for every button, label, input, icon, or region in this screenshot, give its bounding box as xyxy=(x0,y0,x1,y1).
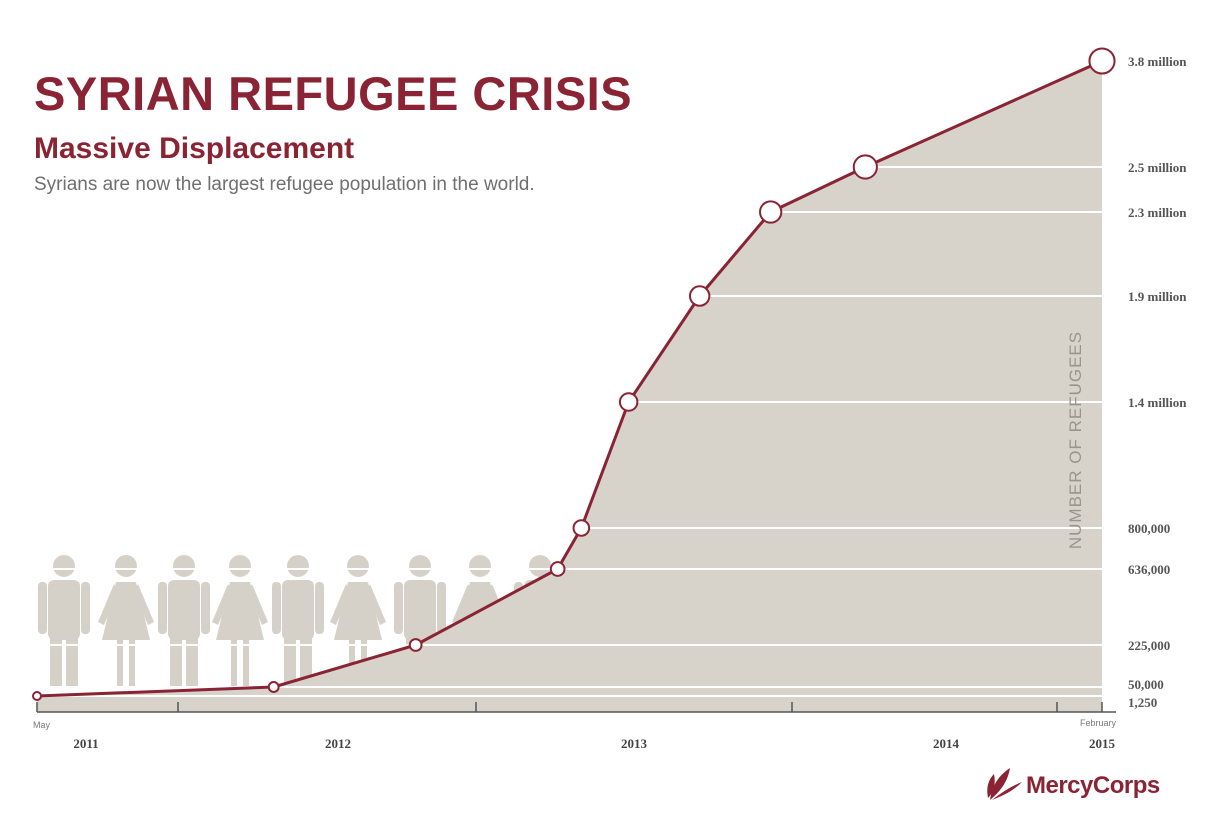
x-tick-label: 2011 xyxy=(73,736,98,751)
person-icon xyxy=(272,555,324,688)
y-value-label: 1.4 million xyxy=(1128,395,1187,410)
data-point xyxy=(572,519,591,537)
person-icon xyxy=(158,555,210,688)
person-icon xyxy=(98,555,154,688)
y-value-label: 636,000 xyxy=(1128,562,1170,577)
data-point xyxy=(852,154,878,180)
x-axis: May February 2011 2012 2013 2014 2015 xyxy=(33,702,1117,751)
y-value-label: 2.3 million xyxy=(1128,205,1187,220)
page-tagline: Syrians are now the largest refugee popu… xyxy=(34,174,535,195)
x-end-label: February xyxy=(1080,718,1117,728)
x-tick-label: 2012 xyxy=(325,736,351,751)
y-value-label: 3.8 million xyxy=(1128,54,1187,69)
person-icon xyxy=(38,555,90,688)
series-line xyxy=(36,59,1103,698)
brand-name: MercyCorps xyxy=(1026,772,1160,799)
y-value-label: 1.9 million xyxy=(1128,289,1187,304)
y-value-label: 2.5 million xyxy=(1128,160,1187,175)
x-tick-label: 2013 xyxy=(621,736,648,751)
mercy-corps-leaf-icon xyxy=(987,768,1022,800)
y-value-label: 800,000 xyxy=(1128,521,1170,536)
page-title: SYRIAN REFUGEE CRISIS xyxy=(34,67,633,120)
x-tick-label: 2014 xyxy=(933,736,960,751)
person-icon xyxy=(212,555,268,688)
data-point xyxy=(688,285,711,307)
page-subtitle: Massive Displacement xyxy=(34,132,355,165)
data-point xyxy=(267,681,280,693)
refugee-figures xyxy=(38,555,566,688)
area-fill xyxy=(37,61,1102,712)
x-tick-label: 2015 xyxy=(1089,736,1116,751)
y-value-label: 50,000 xyxy=(1128,677,1164,692)
y-value-label: 225,000 xyxy=(1128,638,1170,653)
mercy-corps-logo: MercyCorps xyxy=(982,762,1192,806)
data-point xyxy=(549,561,566,577)
y-value-label: 1,250 xyxy=(1128,695,1157,710)
data-point xyxy=(32,691,42,701)
data-point xyxy=(408,638,423,652)
data-point xyxy=(759,200,783,224)
y-axis-title: NUMBER OF REFUGEES xyxy=(1066,331,1085,549)
data-point xyxy=(1088,47,1116,75)
x-start-label: May xyxy=(33,720,51,730)
data-point xyxy=(618,392,639,412)
